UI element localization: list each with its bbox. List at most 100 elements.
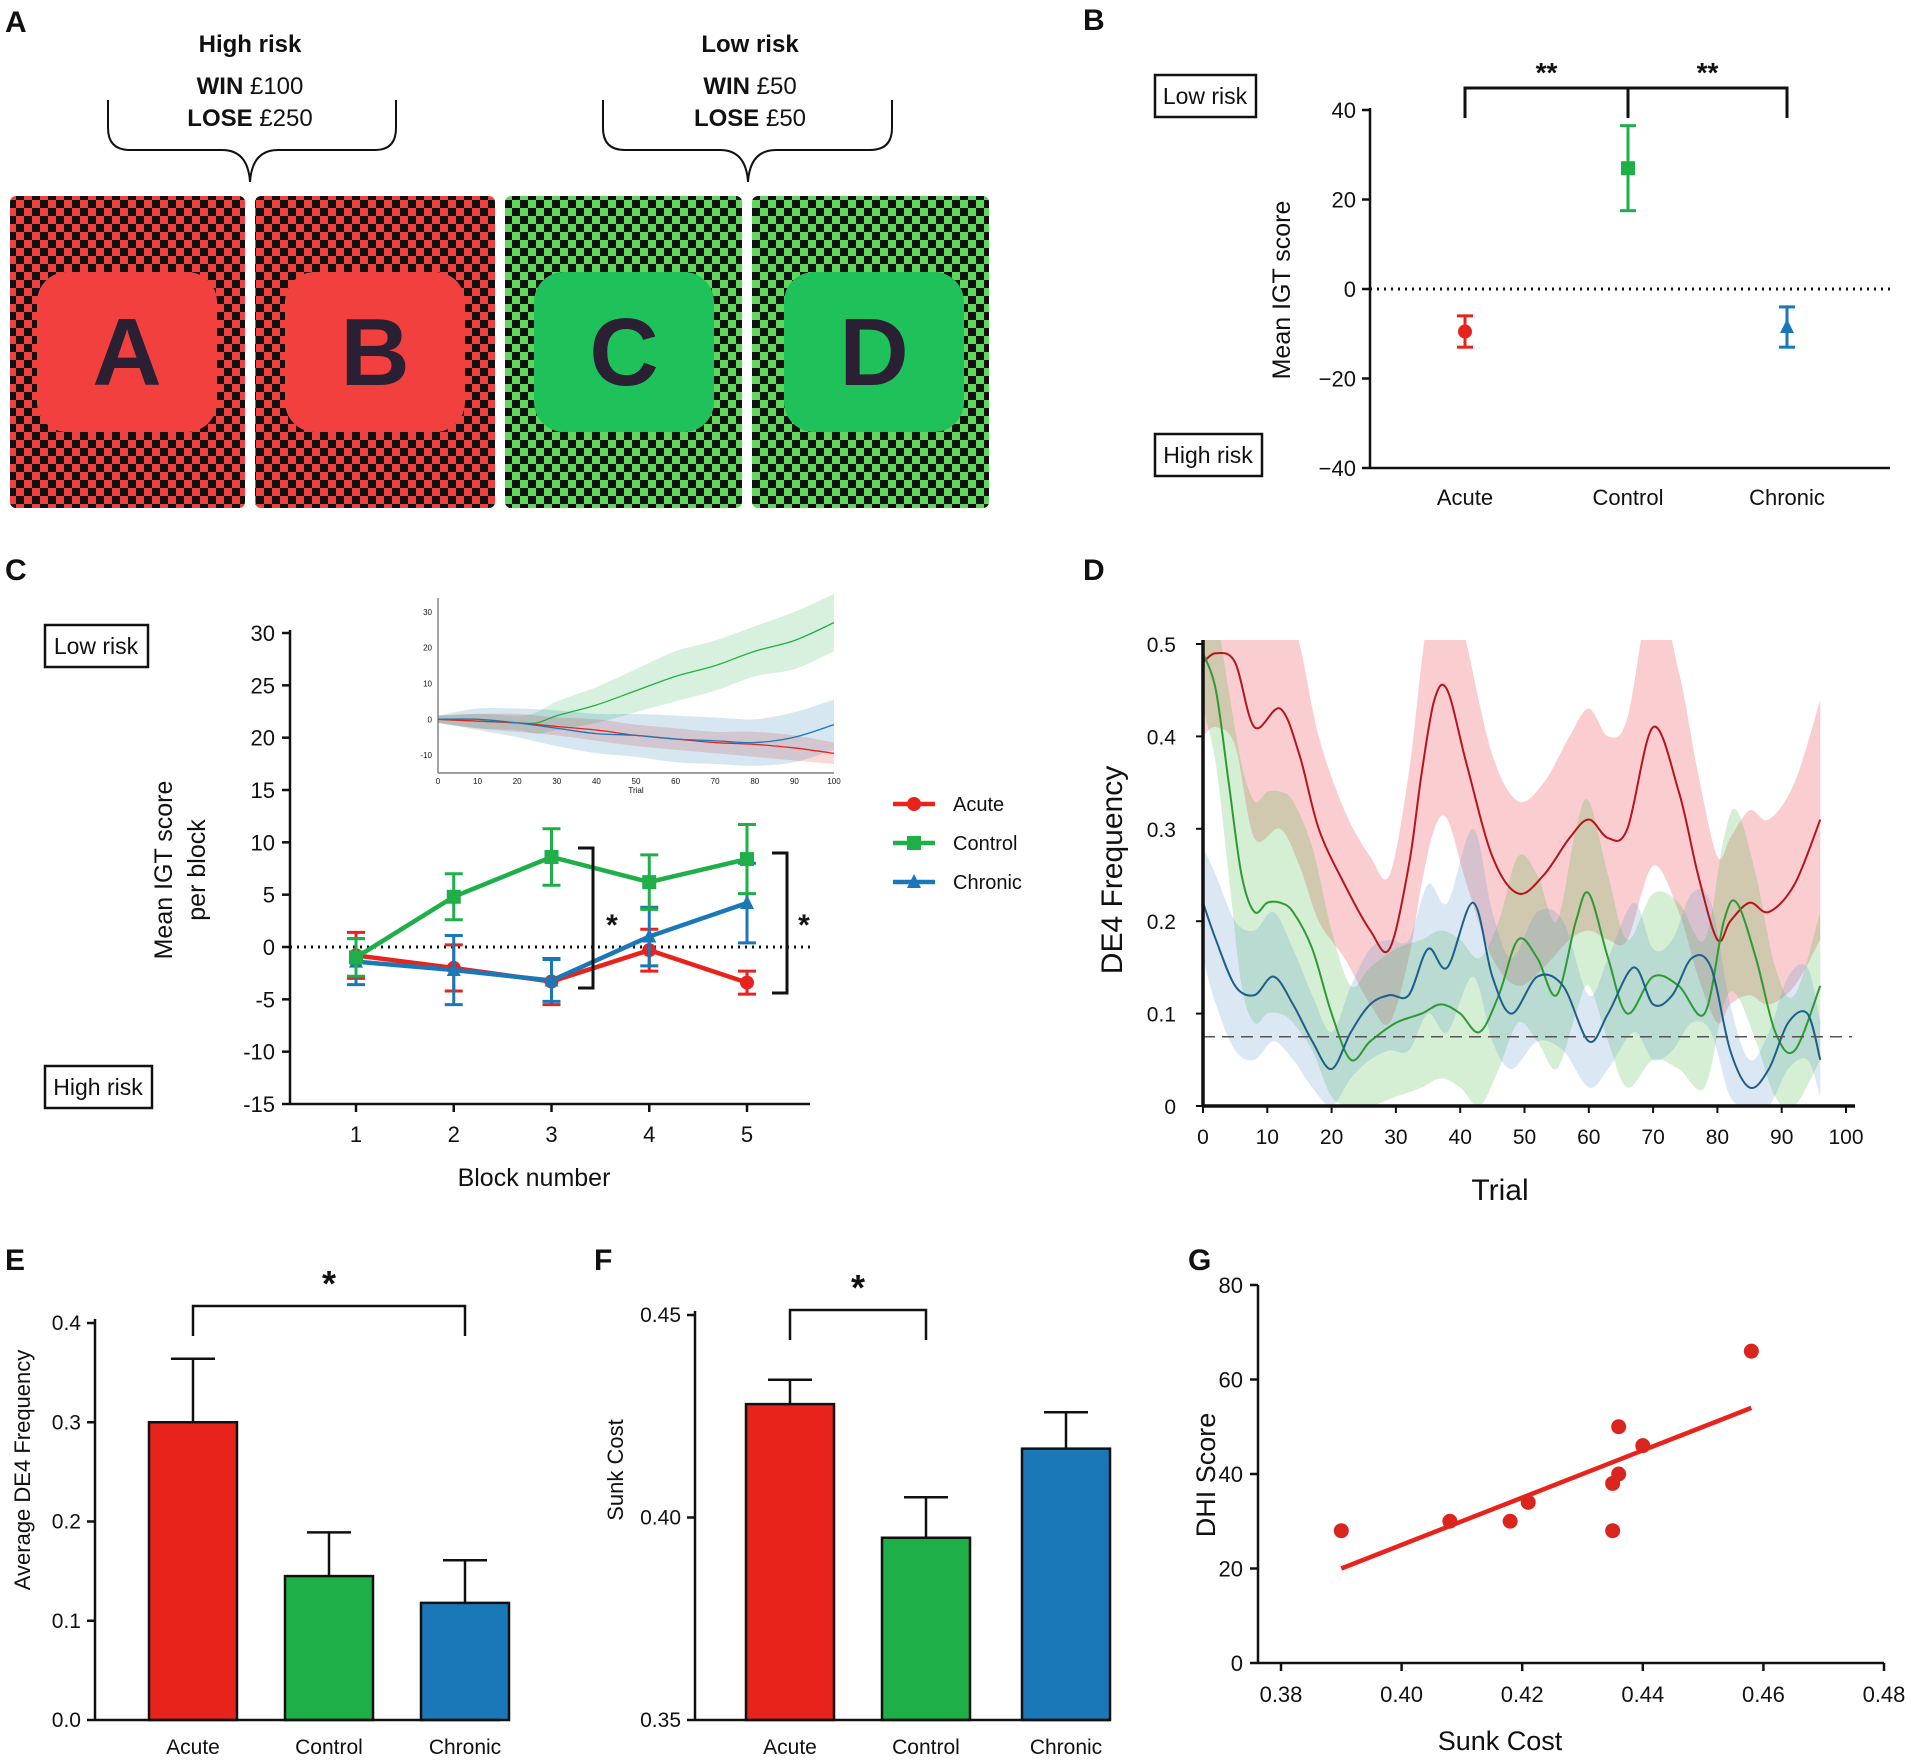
e-x-tick-label: Chronic: [429, 1736, 501, 1759]
c-y-tick-label: -15: [243, 1092, 275, 1117]
b-y-tick-label: 40: [1332, 98, 1356, 123]
panel-c: C Low risk High risk Mean IGT score per b…: [5, 554, 1022, 1192]
e-bar-chronic: [419, 1601, 511, 1722]
c-inset-line-chronic: [437, 718, 835, 744]
c-inset-x-tick-label: 30: [552, 777, 561, 786]
c-legend-label-acute: Acute: [953, 794, 1004, 816]
c-inset-x-title: Trial: [628, 786, 643, 795]
panel-d-y-title: DE4 Frequency: [1096, 766, 1129, 974]
d-band-control: [1203, 640, 1821, 1106]
c-inset-y-tick-label: 10: [423, 680, 432, 689]
f-significance-bracket: [788, 1308, 928, 1340]
deck-a: A: [10, 196, 245, 508]
panel-c-low-risk-label: Low risk: [54, 633, 139, 659]
g-fit-line: [1340, 1405, 1753, 1571]
g-point: [1611, 1466, 1627, 1482]
g-x-tick-label: 0.48: [1863, 1682, 1906, 1707]
panel-c-high-risk-box: [43, 1064, 154, 1110]
panel-a-label: A: [5, 6, 27, 39]
panel-b: B Low risk High risk Mean IGT score 40 20…: [1083, 4, 1890, 510]
c-y-tick-label: 0: [263, 935, 275, 960]
b-point-acute: [1458, 324, 1472, 339]
d-y-tick-label: 0.4: [1147, 726, 1177, 749]
e-significance-bracket: [191, 1304, 467, 1336]
c-inset-x-tick-label: 0: [436, 777, 441, 786]
f-y-tick-label: 0.45: [640, 1304, 681, 1327]
panel-b-low-risk-box: [1153, 73, 1258, 119]
g-point: [1635, 1438, 1651, 1454]
b-y-tick-label: 20: [1332, 188, 1356, 213]
g-x-tick-label: 0.46: [1742, 1682, 1785, 1707]
d-y-tick-label: 0.5: [1147, 634, 1176, 657]
b-significance-bracket: [1463, 86, 1789, 118]
f-x-tick-label: Chronic: [1030, 1736, 1102, 1759]
g-x-tick-label: 0.42: [1501, 1682, 1544, 1707]
e-y-tick-label: 0.4: [52, 1312, 82, 1335]
c-point-control: [740, 852, 754, 867]
panel-b-plot: 40 20 0 −20 −40 Acute Control Chronic ** **: [1319, 57, 1890, 510]
panel-f: F Sunk Cost Acute Control Chronic 0.45 0.40 0…: [594, 1244, 1112, 1759]
panel-a: A High risk WIN £100 LOSE £250 Low risk …: [5, 6, 989, 508]
c-x-tick-label: 4: [643, 1122, 655, 1147]
panel-f-plot: Acute Control Chronic 0.45 0.40 0.35 *: [640, 1267, 1112, 1759]
c-series-control: [347, 823, 756, 978]
g-point: [1611, 1419, 1627, 1435]
panel-e-y-title: Average DE4 Frequency: [10, 1350, 35, 1591]
deck-d-letter: D: [839, 299, 908, 406]
d-x-tick-label: 100: [1828, 1126, 1863, 1149]
g-x-tick-label: 0.40: [1380, 1682, 1423, 1707]
low-risk-brace: [602, 100, 893, 183]
c-inset-x-tick-label: 50: [632, 777, 641, 786]
f-y-tick-label: 0.40: [640, 1507, 681, 1530]
panel-b-y-title: Mean IGT score: [1268, 201, 1296, 380]
c-inset-band-acute: [438, 713, 834, 765]
b-significance-label: **: [1536, 57, 1558, 88]
c-significance-label-3: *: [606, 909, 618, 942]
f-x-tick-label: Acute: [763, 1736, 817, 1759]
panel-f-label: F: [594, 1244, 612, 1277]
c-point-chronic: [446, 962, 461, 977]
c-y-tick-label: 20: [251, 726, 275, 751]
high-risk-title: High risk: [199, 31, 302, 58]
c-point-control: [446, 889, 461, 904]
d-x-tick-label: 0: [1197, 1126, 1209, 1149]
panel-e: E Average DE4 Frequency Acute Control Chro…: [5, 1244, 511, 1759]
deck-c: C: [505, 196, 742, 508]
c-x-tick-label: 2: [448, 1122, 460, 1147]
low-risk-win: WIN £50: [703, 73, 796, 100]
g-point: [1333, 1523, 1349, 1539]
panel-b-low-risk-label: Low risk: [1163, 83, 1248, 109]
d-y-tick-label: 0.1: [1147, 1004, 1176, 1027]
panel-g-y-title: DHI Score: [1191, 1413, 1221, 1538]
c-y-tick-label: -5: [255, 987, 275, 1012]
low-risk-title: Low risk: [701, 31, 799, 58]
deck-b: B: [255, 196, 495, 508]
panel-g-plot: 80 60 40 20 0 0.38 0.40 0.42 0.44 0.46 0.48: [1219, 1273, 1906, 1707]
panel-b-high-risk-label: High risk: [1163, 442, 1253, 468]
panel-g-x-title: Sunk Cost: [1438, 1726, 1563, 1756]
d-x-tick-label: 20: [1320, 1126, 1343, 1149]
c-point-chronic: [740, 895, 754, 910]
c-inset-x-tick-label: 70: [711, 777, 720, 786]
d-x-tick-label: 60: [1577, 1126, 1600, 1149]
c-point-acute: [740, 975, 754, 990]
f-bar-acute: [744, 1402, 836, 1722]
panel-b-high-risk-box: [1153, 432, 1264, 478]
c-x-tick-label: 3: [545, 1122, 557, 1147]
f-bar-chronic: [1020, 1447, 1112, 1722]
c-y-tick-label: 25: [251, 673, 275, 698]
c-significance-bracket-3: [578, 846, 595, 990]
e-bar-acute: [147, 1421, 239, 1722]
deck-d: D: [752, 196, 989, 508]
panel-g-label: G: [1188, 1244, 1211, 1277]
c-legend-marker-control: [907, 836, 921, 850]
c-legend-label-chronic: Chronic: [953, 872, 1022, 894]
g-x-tick-label: 0.44: [1621, 1682, 1664, 1707]
c-inset-y-tick-label: 30: [423, 608, 432, 617]
c-inset-y-tick-label: 20: [423, 644, 432, 653]
panel-c-label: C: [5, 554, 27, 587]
panel-e-plot: Acute Control Chronic 0.4 0.3 0.2 0.1 0.0 *: [52, 1263, 511, 1759]
c-point-chronic: [642, 928, 657, 943]
